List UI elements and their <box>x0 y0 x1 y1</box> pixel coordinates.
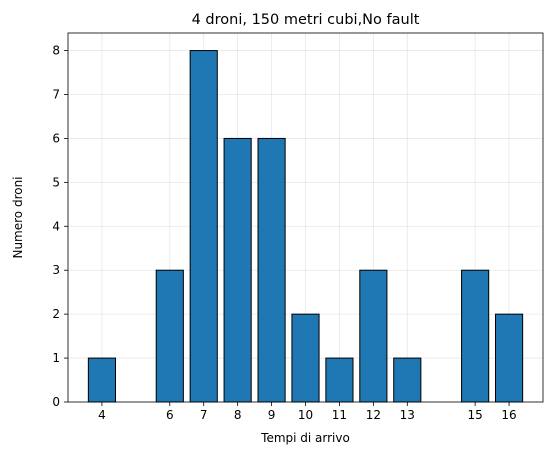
bar-9 <box>257 137 286 403</box>
x-axis-ticks: 4 6 7 8 9 10 11 12 13 15 16 <box>98 402 517 422</box>
x-tick-label: 16 <box>501 408 516 422</box>
bar-10 <box>291 313 320 403</box>
y-tick-label: 7 <box>52 88 60 102</box>
bar-7 <box>189 50 218 403</box>
y-axis-ticks: 0 1 2 3 4 5 6 7 8 <box>52 44 68 409</box>
bar-6 <box>155 269 184 403</box>
y-tick-label: 5 <box>52 175 60 189</box>
y-axis-label: Numero droni <box>11 176 25 258</box>
bar-15 <box>461 269 490 403</box>
y-tick-label: 0 <box>52 395 60 409</box>
bar-8 <box>223 137 252 403</box>
x-tick-label: 10 <box>298 408 313 422</box>
x-tick-label: 8 <box>234 408 242 422</box>
bar-4 <box>87 357 116 403</box>
x-tick-label: 9 <box>268 408 276 422</box>
bar-11 <box>325 357 354 403</box>
x-tick-label: 7 <box>200 408 208 422</box>
x-tick-label: 13 <box>400 408 415 422</box>
y-tick-label: 4 <box>52 219 60 233</box>
x-tick-label: 4 <box>98 408 106 422</box>
bars <box>87 50 524 403</box>
x-tick-label: 6 <box>166 408 174 422</box>
y-tick-label: 6 <box>52 131 60 145</box>
bar-13 <box>393 357 422 403</box>
y-tick-label: 8 <box>52 44 60 58</box>
x-tick-label: 15 <box>468 408 483 422</box>
y-tick-label: 3 <box>52 263 60 277</box>
bar-12 <box>359 269 388 403</box>
x-tick-label: 12 <box>366 408 381 422</box>
x-axis-label: Tempi di arrivo <box>260 431 350 445</box>
bar-16 <box>495 313 524 403</box>
x-tick-label: 11 <box>332 408 347 422</box>
chart-title: 4 droni, 150 metri cubi,No fault <box>192 12 420 28</box>
y-tick-label: 1 <box>52 351 60 365</box>
y-tick-label: 2 <box>52 307 60 321</box>
